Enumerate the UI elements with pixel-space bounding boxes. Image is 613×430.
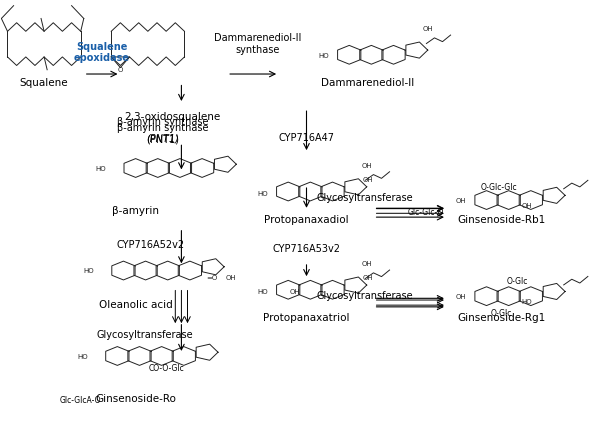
- Text: OH: OH: [362, 163, 372, 169]
- Text: Ginsenoside-Rg1: Ginsenoside-Rg1: [458, 313, 546, 323]
- Text: HO: HO: [257, 191, 268, 197]
- Text: OH: OH: [455, 198, 466, 204]
- Text: Glc-GlcA-O: Glc-GlcA-O: [60, 396, 102, 405]
- Text: O-Glc-Glc: O-Glc-Glc: [481, 183, 517, 192]
- Text: Glycosyltransferase: Glycosyltransferase: [316, 291, 413, 301]
- Text: CYP716A52v2: CYP716A52v2: [117, 240, 185, 250]
- Text: HO: HO: [257, 289, 268, 295]
- Text: 2,3-oxidosqualene: 2,3-oxidosqualene: [124, 113, 221, 123]
- Text: O-Glc: O-Glc: [506, 277, 528, 286]
- Text: Squalene
epoxidase: Squalene epoxidase: [74, 42, 130, 64]
- Text: OH: OH: [422, 26, 433, 32]
- Text: β-amyrin synthase: β-amyrin synthase: [117, 117, 209, 127]
- Text: Dammarenediol-II
synthase: Dammarenediol-II synthase: [214, 33, 302, 55]
- Text: HO: HO: [522, 299, 532, 305]
- Text: OH: OH: [363, 275, 373, 281]
- Text: =O: =O: [207, 275, 218, 281]
- Text: (PNT1): (PNT1): [147, 134, 180, 144]
- Text: Ginsenoside-Rb1: Ginsenoside-Rb1: [458, 215, 546, 225]
- Text: CYP716A47: CYP716A47: [278, 133, 335, 143]
- Text: Oleanolic acid: Oleanolic acid: [99, 301, 172, 310]
- Text: HO: HO: [96, 166, 106, 172]
- Text: CYP716A53v2: CYP716A53v2: [273, 244, 340, 254]
- Text: β-amyrin synthase
(PNT1): β-amyrin synthase (PNT1): [117, 123, 209, 144]
- Text: HO: HO: [77, 354, 88, 360]
- Text: OH: OH: [226, 275, 236, 281]
- Text: CO-O-Glc: CO-O-Glc: [148, 364, 184, 373]
- Text: HO: HO: [318, 52, 329, 58]
- Text: Squalene: Squalene: [20, 78, 69, 88]
- Text: OH: OH: [363, 177, 373, 183]
- Text: OH: OH: [455, 294, 466, 300]
- Text: OH: OH: [289, 289, 300, 295]
- Text: Protopanaxatriol: Protopanaxatriol: [263, 313, 350, 323]
- Text: OH: OH: [522, 203, 532, 209]
- Text: Glycosyltransferase: Glycosyltransferase: [316, 193, 413, 203]
- Text: HO: HO: [83, 268, 94, 274]
- Text: β-amyrin: β-amyrin: [112, 206, 159, 216]
- Text: OH: OH: [362, 261, 372, 267]
- Text: O-Glc: O-Glc: [491, 309, 512, 318]
- Text: Ginsenoside-Ro: Ginsenoside-Ro: [95, 394, 176, 405]
- Text: Glycosyltransferase: Glycosyltransferase: [96, 330, 193, 340]
- Text: Dammarenediol-II: Dammarenediol-II: [321, 78, 414, 88]
- Text: Glc-Glc-O: Glc-Glc-O: [407, 209, 444, 217]
- Text: Protopanaxadiol: Protopanaxadiol: [264, 215, 349, 225]
- Text: O: O: [118, 67, 123, 73]
